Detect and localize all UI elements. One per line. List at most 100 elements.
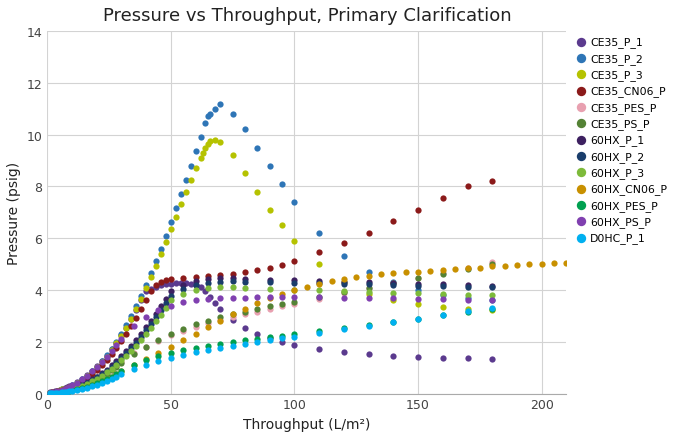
60HX_PS_P <box>54 387 65 394</box>
CE35_P_1 <box>165 280 176 287</box>
60HX_PES_P <box>71 386 82 393</box>
60HX_P_2 <box>146 321 156 328</box>
60HX_PES_P <box>67 387 78 394</box>
60HX_P_3 <box>61 387 72 394</box>
CE35_P_3 <box>264 207 275 214</box>
60HX_P_2 <box>76 381 87 389</box>
60HX_PS_P <box>412 296 423 303</box>
CE35_P_3 <box>388 297 399 304</box>
CE35_PES_P <box>190 324 201 331</box>
CE35_P_3 <box>205 138 216 145</box>
CE35_CN06_P <box>131 315 142 322</box>
CE35_P_2 <box>314 230 325 237</box>
60HX_P_3 <box>437 291 448 298</box>
CE35_P_3 <box>44 389 55 396</box>
CE35_P_2 <box>205 111 216 118</box>
CE35_PES_P <box>128 350 139 357</box>
CE35_P_3 <box>338 279 349 286</box>
60HX_P_2 <box>71 384 82 391</box>
CE35_PES_P <box>412 275 423 282</box>
CE35_P_2 <box>61 384 72 391</box>
60HX_PS_P <box>116 336 127 343</box>
60HX_PS_P <box>289 294 300 301</box>
60HX_P_3 <box>363 289 374 296</box>
60HX_PES_P <box>227 339 238 346</box>
60HX_PES_P <box>64 387 75 394</box>
CE35_PS_P <box>61 387 72 394</box>
CE35_PES_P <box>165 332 176 339</box>
D0HC_P_1 <box>252 339 263 346</box>
60HX_P_2 <box>203 279 214 286</box>
60HX_P_2 <box>160 300 171 307</box>
CE35_PS_P <box>240 308 251 315</box>
60HX_P_1 <box>178 282 189 289</box>
60HX_P_3 <box>314 287 325 294</box>
CE35_CN06_P <box>487 178 497 185</box>
60HX_PS_P <box>215 295 226 302</box>
CE35_CN06_P <box>135 306 146 313</box>
D0HC_P_1 <box>227 343 238 350</box>
CE35_P_1 <box>111 339 122 346</box>
CE35_P_3 <box>160 239 171 246</box>
60HX_P_3 <box>150 318 161 325</box>
CE35_P_3 <box>227 152 238 159</box>
CE35_P_3 <box>412 301 423 308</box>
CE35_P_2 <box>59 385 70 392</box>
60HX_CN06_P <box>215 318 226 325</box>
D0HC_P_1 <box>153 358 164 365</box>
CE35_P_1 <box>106 346 117 353</box>
CE35_P_2 <box>200 120 211 127</box>
60HX_P_1 <box>487 283 497 290</box>
60HX_CN06_P <box>474 265 485 272</box>
60HX_P_3 <box>146 325 156 332</box>
60HX_P_1 <box>131 337 142 344</box>
CE35_P_2 <box>175 191 186 198</box>
60HX_CN06_P <box>537 261 547 268</box>
60HX_P_2 <box>57 388 67 395</box>
CE35_P_3 <box>210 137 221 144</box>
D0HC_P_1 <box>54 389 65 396</box>
60HX_P_1 <box>71 383 82 390</box>
CE35_PS_P <box>388 280 399 287</box>
CE35_P_1 <box>52 387 63 394</box>
CE35_P_3 <box>61 385 72 392</box>
CE35_PS_P <box>54 389 65 396</box>
CE35_P_3 <box>314 261 325 268</box>
60HX_P_2 <box>111 360 122 367</box>
CE35_CN06_P <box>126 323 137 330</box>
60HX_CN06_P <box>512 262 522 269</box>
CE35_P_1 <box>101 352 112 359</box>
CE35_P_1 <box>277 339 288 346</box>
CE35_PS_P <box>314 294 325 301</box>
60HX_P_3 <box>64 386 75 393</box>
60HX_CN06_P <box>86 381 97 389</box>
60HX_P_1 <box>156 303 166 310</box>
60HX_PES_P <box>487 306 497 313</box>
CE35_CN06_P <box>76 378 87 385</box>
CE35_PES_P <box>86 378 97 385</box>
CE35_CN06_P <box>227 271 238 278</box>
60HX_P_3 <box>190 287 201 294</box>
CE35_CN06_P <box>437 195 448 202</box>
CE35_CN06_P <box>178 275 189 282</box>
60HX_CN06_P <box>44 390 55 397</box>
Title: Pressure vs Throughput, Primary Clarification: Pressure vs Throughput, Primary Clarific… <box>102 7 511 25</box>
60HX_CN06_P <box>412 268 423 276</box>
60HX_PES_P <box>116 368 127 375</box>
CE35_P_2 <box>106 346 117 353</box>
CE35_P_2 <box>412 287 423 294</box>
Legend: CE35_P_1, CE35_P_2, CE35_P_3, CE35_CN06_P, CE35_PES_P, CE35_PS_P, 60HX_P_1, 60HX: CE35_P_1, CE35_P_2, CE35_P_3, CE35_CN06_… <box>577 37 667 244</box>
D0HC_P_1 <box>240 341 251 348</box>
60HX_P_3 <box>126 348 137 355</box>
CE35_CN06_P <box>47 389 57 396</box>
60HX_P_1 <box>203 276 214 283</box>
CE35_P_2 <box>54 387 65 394</box>
60HX_CN06_P <box>47 389 57 396</box>
60HX_CN06_P <box>425 268 436 275</box>
CE35_PS_P <box>71 384 82 391</box>
60HX_P_3 <box>67 385 78 392</box>
60HX_PES_P <box>165 350 176 357</box>
60HX_PS_P <box>91 364 102 371</box>
CE35_PS_P <box>412 275 423 282</box>
CE35_PS_P <box>67 386 78 393</box>
